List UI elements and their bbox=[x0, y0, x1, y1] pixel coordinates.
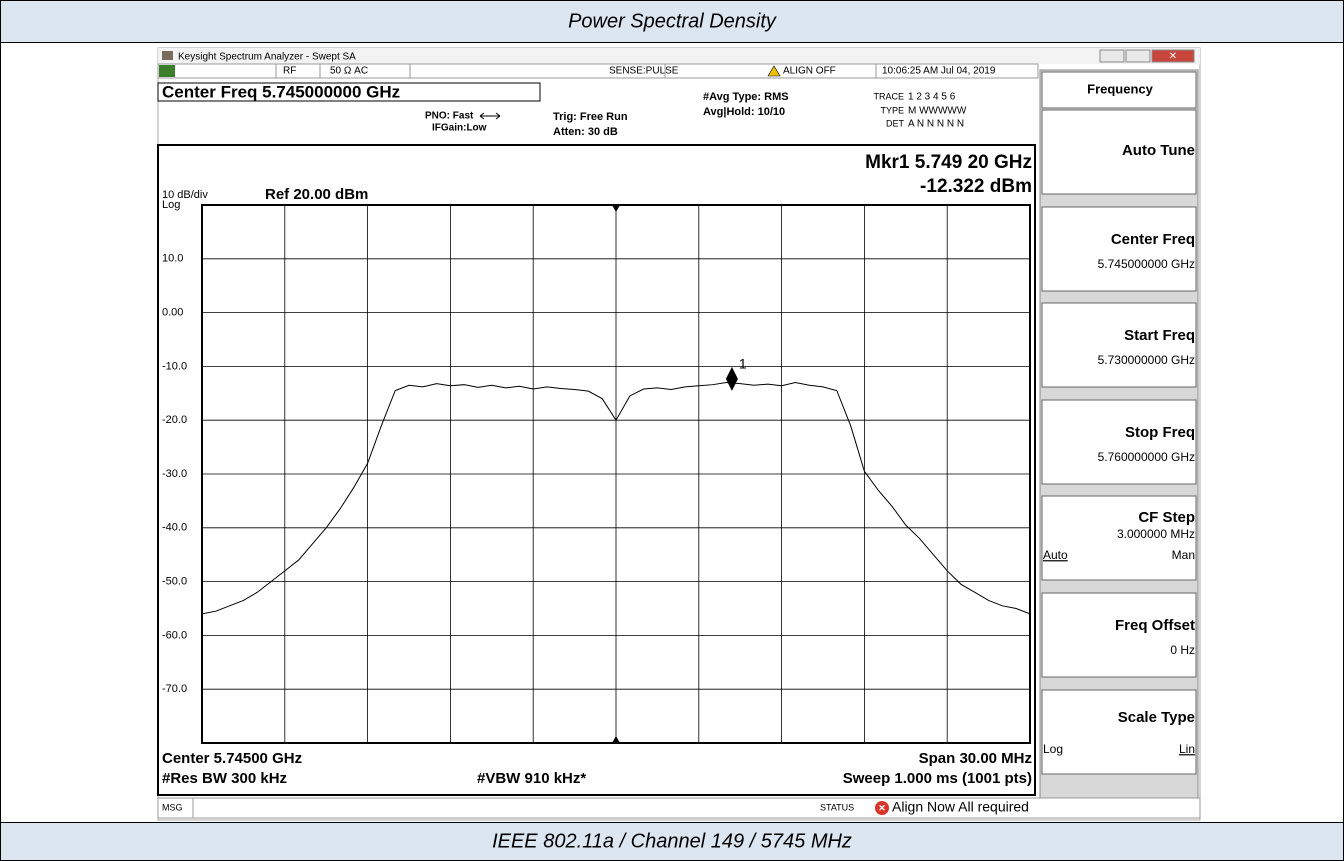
softkey-value: 5.745000000 GHz bbox=[1098, 257, 1195, 271]
y-tick-label: -70.0 bbox=[162, 683, 187, 695]
softkey-label: Auto Tune bbox=[1122, 142, 1195, 159]
softkey-label: CF Step bbox=[1138, 509, 1195, 526]
close-button[interactable] bbox=[1151, 49, 1195, 63]
minimize-button[interactable] bbox=[1099, 49, 1125, 63]
ifgain: IFGain:Low bbox=[432, 123, 487, 134]
message-bar bbox=[157, 797, 1201, 819]
y-tick-label: -50.0 bbox=[162, 576, 187, 588]
ref-level: Ref 20.00 dBm bbox=[265, 186, 368, 203]
softkey[interactable] bbox=[1041, 206, 1197, 292]
status-message: Align Now All required bbox=[892, 799, 1029, 815]
trace-label: TRACE bbox=[873, 91, 904, 101]
trace bbox=[201, 382, 1031, 615]
warning-icon bbox=[767, 65, 781, 77]
caption-row bbox=[0, 822, 1344, 861]
error-icon bbox=[875, 801, 889, 815]
softkey-option: Man bbox=[1172, 548, 1195, 562]
type-label: TYPE bbox=[880, 105, 904, 115]
det-label: DET bbox=[886, 118, 905, 128]
trace-values: 1 2 3 4 5 6 bbox=[908, 92, 956, 103]
window-title: Keysight Spectrum Analyzer - Swept SA bbox=[178, 52, 356, 63]
footer-rbw: #Res BW 300 kHz bbox=[162, 770, 287, 787]
atten: Atten: 30 dB bbox=[553, 126, 618, 138]
close-icon: ✕ bbox=[1169, 51, 1177, 62]
y-tick-label: -10.0 bbox=[162, 360, 187, 372]
y-tick-label: -60.0 bbox=[162, 629, 187, 641]
softkey-label: Stop Freq bbox=[1125, 424, 1195, 441]
softkey[interactable] bbox=[1041, 302, 1197, 388]
status-sense: SENSE:PULSE bbox=[609, 66, 679, 77]
softkey-value: 5.760000000 GHz bbox=[1098, 450, 1195, 464]
softkey[interactable] bbox=[1041, 592, 1197, 678]
softkey-label: Center Freq bbox=[1111, 231, 1195, 248]
y-tick-label: 0.00 bbox=[162, 307, 183, 319]
app-icon bbox=[162, 51, 173, 60]
softkey-label: Scale Type bbox=[1118, 709, 1195, 726]
center-marker-top bbox=[612, 205, 620, 212]
det-values: A N N N N N bbox=[908, 119, 964, 130]
softkey[interactable] bbox=[1041, 689, 1197, 775]
status-label: STATUS bbox=[820, 802, 854, 812]
maximize-button[interactable] bbox=[1125, 49, 1151, 63]
marker-freq: Mkr1 5.749 20 GHz bbox=[865, 152, 1032, 173]
title-row bbox=[0, 0, 1344, 43]
trig: Trig: Free Run bbox=[553, 111, 628, 123]
scale-label: 10 dB/div bbox=[162, 189, 208, 201]
error-icon-x: ✕ bbox=[878, 803, 886, 813]
plot: 10.0 0.00 -10.0 -20.0 -30.0 -40.0 -50.0 -60.0 -7… bbox=[162, 204, 1031, 744]
scale-type: Log bbox=[162, 199, 180, 211]
msg-label: MSG bbox=[162, 802, 183, 812]
footer-sweep: Sweep 1.000 ms (1001 pts) bbox=[843, 770, 1032, 787]
marker-level: -12.322 dBm bbox=[920, 176, 1032, 197]
footer-vbw: #VBW 910 kHz* bbox=[477, 770, 586, 787]
center-marker-bottom bbox=[612, 736, 620, 743]
window-titlebar bbox=[158, 48, 1200, 64]
marker bbox=[725, 366, 738, 391]
status-strip bbox=[157, 63, 1039, 79]
softkey-value: 3.000000 MHz bbox=[1117, 527, 1195, 541]
softkey-value: 5.730000000 GHz bbox=[1098, 353, 1195, 367]
footer-span: Span 30.00 MHz bbox=[919, 750, 1032, 767]
status-time: 10:06:25 AM Jul 04, 2019 bbox=[882, 66, 996, 77]
footer-center: Center 5.74500 GHz bbox=[162, 750, 302, 767]
softkey[interactable] bbox=[1041, 399, 1197, 485]
y-tick-label: -20.0 bbox=[162, 414, 187, 426]
y-tick-label: 10.0 bbox=[162, 253, 183, 265]
marker-label: 1 bbox=[739, 356, 747, 372]
softkey-option: Log bbox=[1043, 742, 1063, 756]
menu-header bbox=[1041, 71, 1197, 109]
doc-title: Power Spectral Density bbox=[568, 10, 777, 32]
status-align: ALIGN OFF bbox=[783, 66, 836, 77]
softkey-label: Freq Offset bbox=[1115, 617, 1195, 634]
pno-arrow bbox=[479, 112, 501, 120]
status-impedance: 50 Ω AC bbox=[330, 66, 368, 77]
center-freq: Center Freq 5.745000000 GHz bbox=[162, 82, 400, 101]
avg-hold: Avg|Hold: 10/10 bbox=[703, 106, 785, 118]
softkey-option: Auto bbox=[1043, 548, 1068, 562]
softkeys: Auto Tune Center Freq 5.745000000 GHz Start… bbox=[1041, 109, 1197, 775]
center-freq-box bbox=[157, 82, 541, 102]
y-tick-label: -30.0 bbox=[162, 468, 187, 480]
softkey-value: 0 Hz bbox=[1170, 643, 1195, 657]
pno: PNO: Fast bbox=[425, 111, 474, 122]
softkey[interactable] bbox=[1041, 495, 1197, 581]
avg-type: #Avg Type: RMS bbox=[703, 91, 789, 103]
softkey-option: Lin bbox=[1179, 742, 1195, 756]
doc-caption: IEEE 802.11a / Channel 149 / 5745 MHz bbox=[492, 830, 852, 852]
softkey[interactable] bbox=[1041, 109, 1197, 195]
type-values: M WWWWW bbox=[908, 106, 967, 117]
menu-title: Frequency bbox=[1087, 81, 1154, 96]
status-rf: RF bbox=[283, 66, 296, 77]
y-tick-label: -40.0 bbox=[162, 522, 187, 534]
softkey-label: Start Freq bbox=[1124, 327, 1195, 344]
lxi-icon bbox=[159, 65, 175, 77]
